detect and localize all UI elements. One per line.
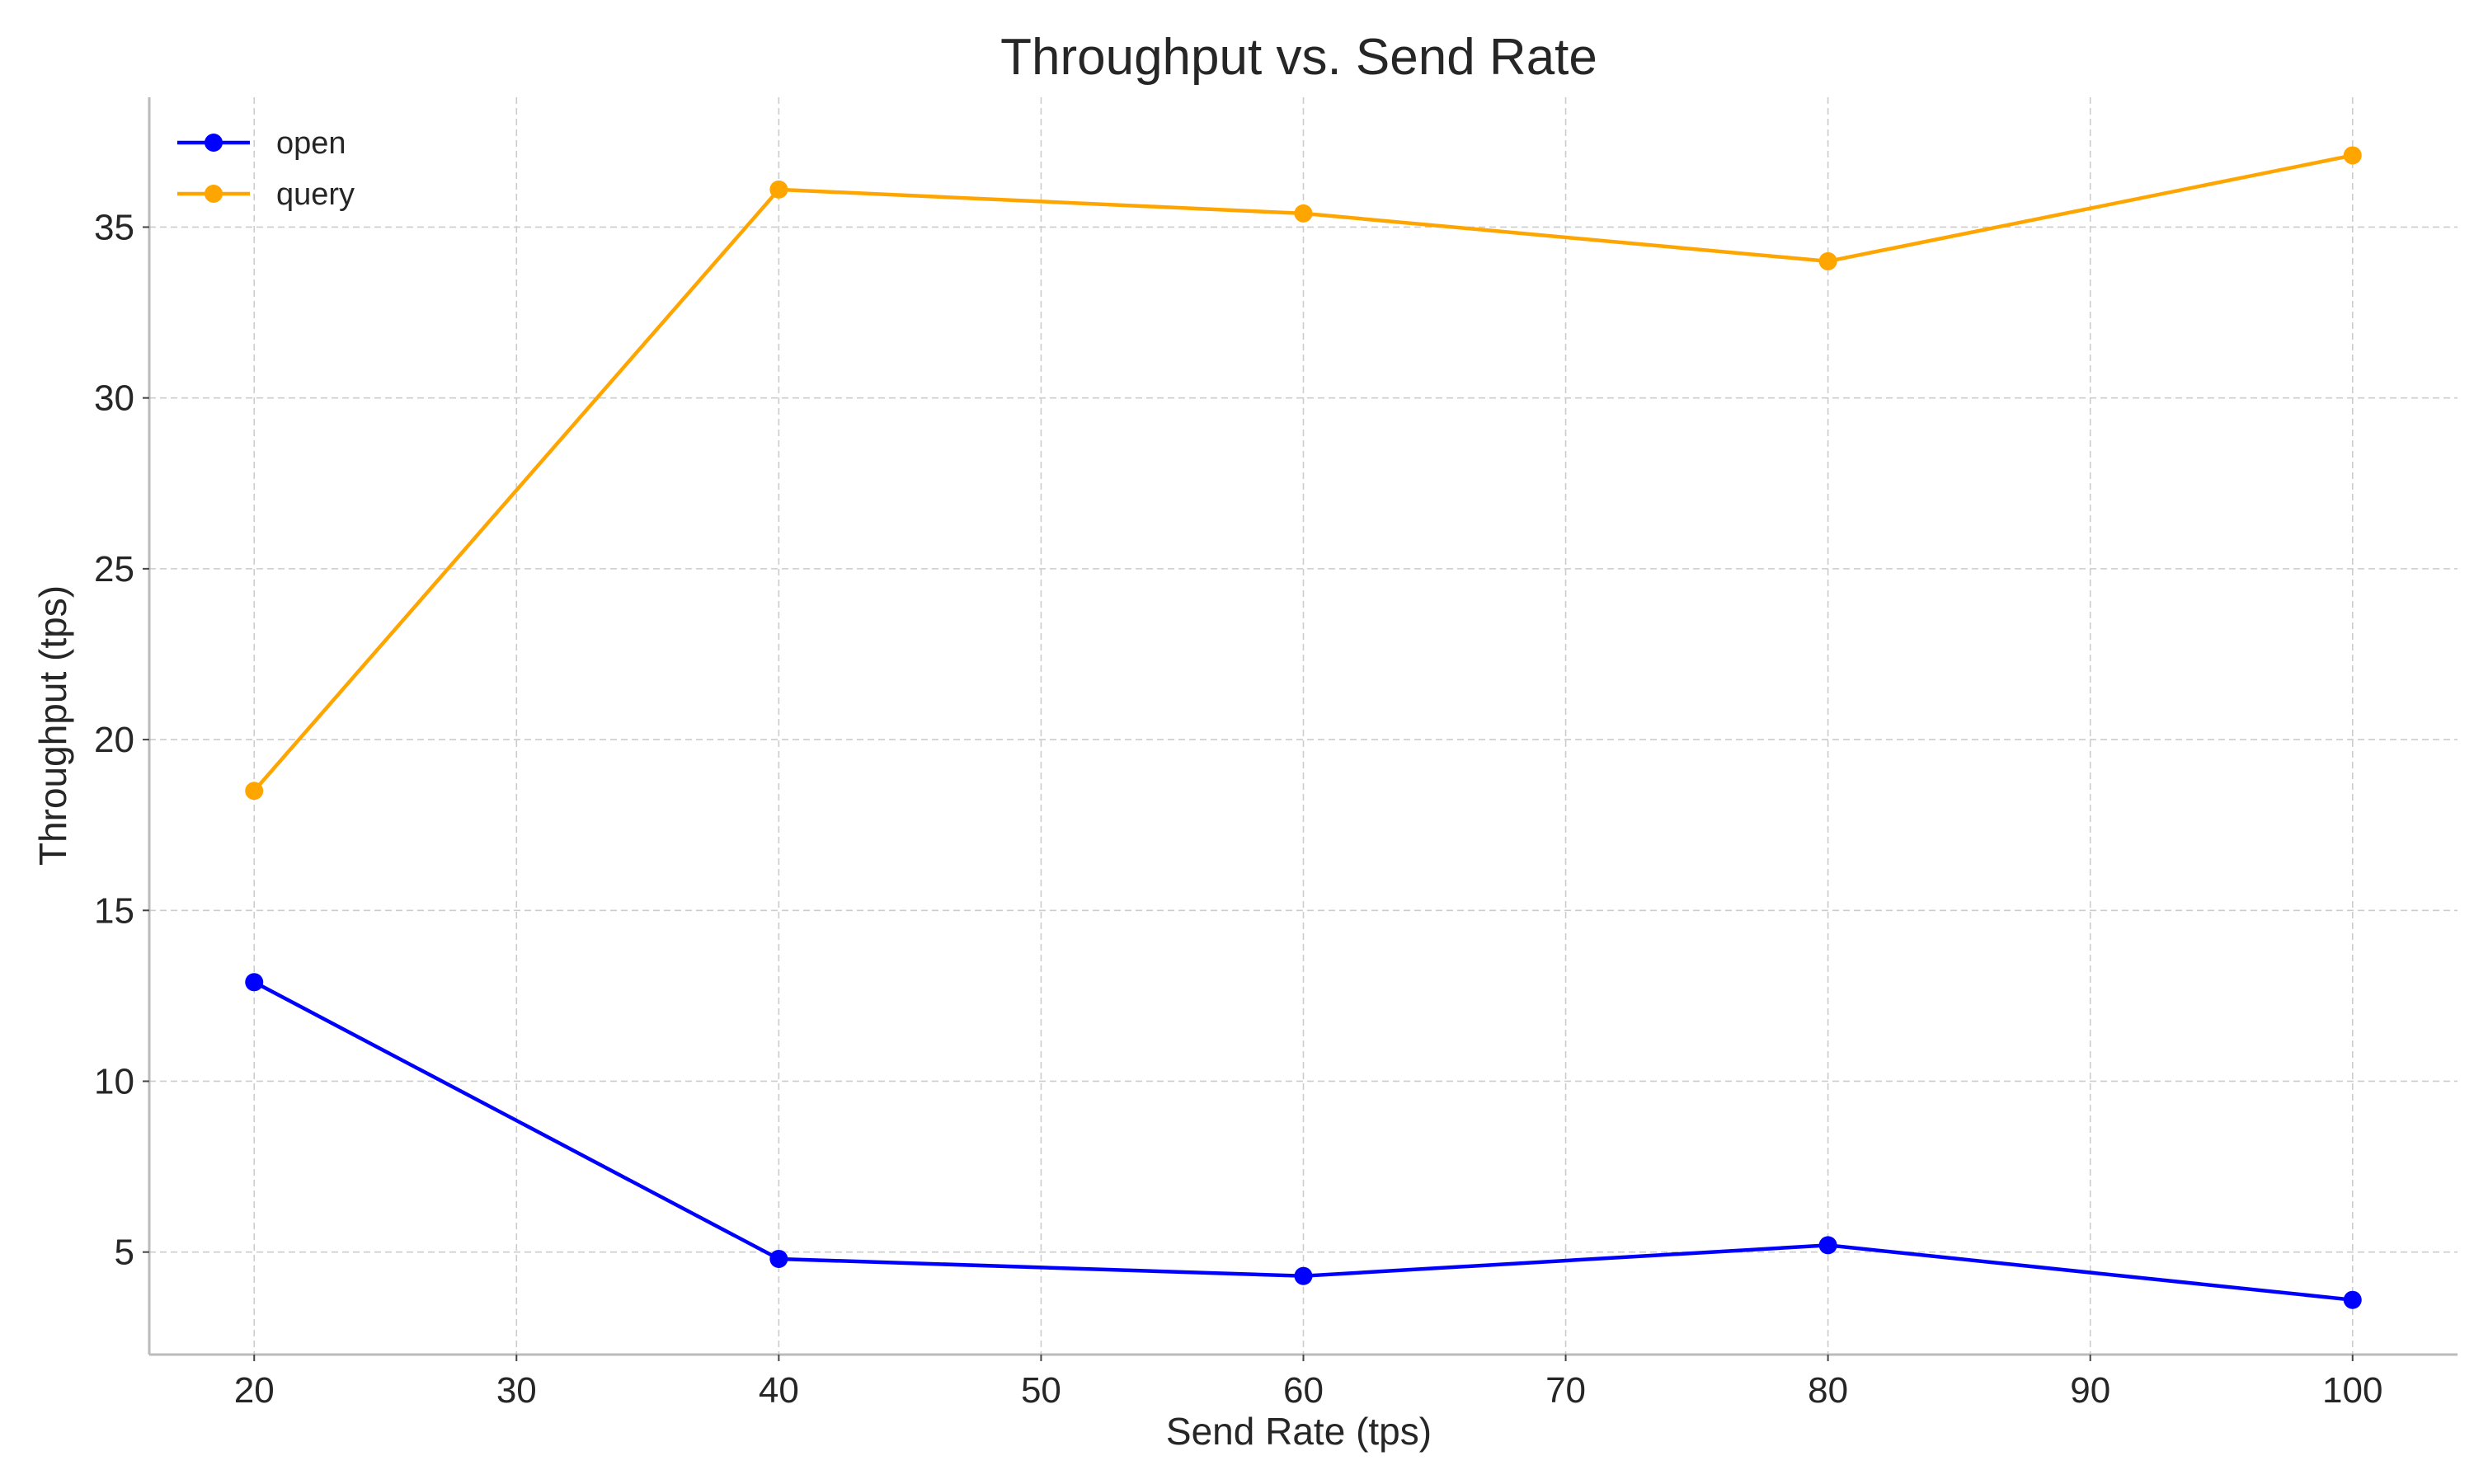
y-tick-label: 5 <box>115 1233 134 1273</box>
series-open <box>245 973 2362 1309</box>
data-point-query <box>2343 146 2362 165</box>
x-axis-label: Send Rate (tps) <box>1166 1410 1432 1453</box>
x-tick-label: 60 <box>1283 1370 1324 1411</box>
chart-title: Throughput vs. Send Rate <box>1000 29 1597 86</box>
y-tick-label: 20 <box>94 720 134 760</box>
x-tick-label: 80 <box>1808 1370 1848 1411</box>
legend-item-open: open <box>177 126 346 161</box>
data-point-open <box>769 1249 788 1268</box>
data-point-open <box>2343 1290 2362 1309</box>
y-tick-label: 25 <box>94 549 134 589</box>
grid <box>149 97 2458 1355</box>
x-tick-label: 20 <box>234 1370 275 1411</box>
legend-item-query: query <box>177 177 355 212</box>
data-point-open <box>1818 1236 1837 1255</box>
data-point-open <box>1294 1266 1313 1285</box>
legend-marker <box>205 185 223 203</box>
legend-marker <box>205 134 223 152</box>
x-tick-label: 70 <box>1545 1370 1586 1411</box>
data-point-query <box>769 180 788 199</box>
x-tick-label: 100 <box>2322 1370 2382 1411</box>
y-tick-label: 15 <box>94 890 134 931</box>
legend-label: open <box>276 126 346 161</box>
data-point-open <box>245 973 264 992</box>
data-point-query <box>1294 204 1313 223</box>
x-tick-label: 90 <box>2070 1370 2110 1411</box>
legend-label: query <box>276 177 355 212</box>
y-tick-label: 10 <box>94 1061 134 1101</box>
series <box>245 146 2362 1309</box>
data-point-query <box>245 782 264 801</box>
y-tick-label: 35 <box>94 207 134 247</box>
x-tick-label: 50 <box>1021 1370 1061 1411</box>
tick-labels: 20 30 40 50 60 70 80 90 100 5 10 15 20 25 30 35 <box>94 207 2382 1411</box>
legend: open query <box>177 126 355 212</box>
series-query <box>245 146 2362 801</box>
y-axis-label: Throughput (tps) <box>31 585 74 866</box>
x-tick-label: 40 <box>759 1370 799 1411</box>
y-tick-label: 30 <box>94 378 134 419</box>
data-point-query <box>1818 251 1837 270</box>
x-tick-label: 30 <box>496 1370 537 1411</box>
